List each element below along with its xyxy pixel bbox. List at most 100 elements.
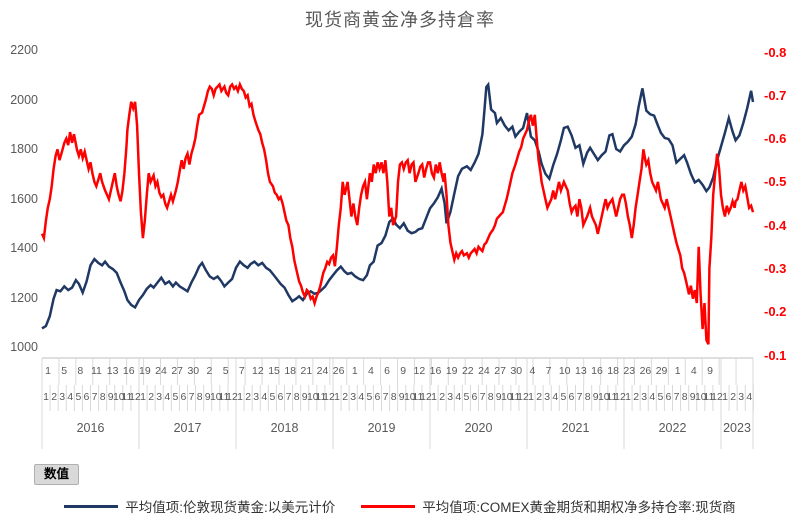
week-label: 4: [690, 365, 697, 377]
month-label: 11: [606, 391, 618, 403]
month-label: 1: [528, 391, 534, 403]
month-label: 9: [495, 391, 502, 403]
legend-item-position-ratio[interactable]: 平均值项:COMEX黄金期货和期权净多持仓率:现货商: [361, 496, 736, 516]
week-label: 22: [461, 365, 474, 377]
week-label: 1: [351, 365, 358, 377]
month-label: 1: [334, 391, 340, 403]
month-label: 4: [746, 391, 753, 403]
month-label: 7: [479, 391, 486, 403]
week-label: 12: [413, 365, 426, 377]
week-label: 7: [545, 365, 552, 377]
week-label: 23: [623, 365, 636, 377]
month-label: 2: [51, 391, 58, 403]
week-label: 11: [90, 365, 102, 377]
month-label: 1: [43, 391, 49, 403]
week-label: 4: [368, 365, 374, 377]
month-label: 12: [517, 391, 529, 403]
month-label: 8: [584, 391, 591, 403]
month-label: 5: [172, 391, 179, 403]
year-label: 2019: [367, 421, 396, 435]
month-label: 2: [633, 391, 640, 403]
month-label: 4: [358, 391, 365, 403]
week-label: 24: [155, 365, 167, 377]
week-label: 26: [332, 365, 345, 377]
year-label: 2018: [270, 421, 299, 435]
week-label: 4: [529, 365, 536, 377]
week-label: 27: [171, 365, 183, 377]
month-label: 3: [738, 391, 745, 403]
year-label: 2020: [464, 421, 493, 435]
month-label: 12: [711, 391, 723, 403]
year-label: 2016: [76, 421, 105, 435]
month-label: 6: [665, 391, 672, 403]
month-label: 11: [315, 391, 327, 403]
month-label: 3: [447, 391, 454, 403]
month-label: 3: [156, 391, 163, 403]
month-label: 3: [253, 391, 260, 403]
right-axis-tick: -0.5: [764, 174, 787, 190]
week-label: 30: [187, 365, 200, 377]
month-label: 2: [342, 391, 349, 403]
month-label: 8: [681, 391, 688, 403]
month-label: 12: [323, 391, 335, 403]
chart-title: 现货商黄金净多持倉率: [305, 10, 495, 30]
month-label: 3: [59, 391, 66, 403]
year-label: 2017: [173, 421, 202, 435]
month-label: 8: [293, 391, 300, 403]
week-label: 24: [316, 365, 329, 377]
position-ratio-line-swatch: [361, 504, 416, 508]
week-label: 13: [106, 365, 119, 377]
week-label: 24: [478, 365, 490, 377]
legend-item-gold-price[interactable]: 平均值项:伦敦现货黄金:以美元计价: [64, 496, 335, 516]
month-label: 6: [568, 391, 575, 403]
month-label: 3: [544, 391, 551, 403]
month-label: 4: [261, 391, 268, 403]
value-field-button[interactable]: 数值: [34, 464, 80, 485]
week-label: 16: [591, 365, 603, 377]
week-label: 2: [206, 365, 213, 377]
month-label: 4: [67, 391, 74, 403]
month-label: 10: [694, 391, 707, 403]
week-label: 10: [558, 365, 571, 377]
month-label: 11: [509, 391, 521, 403]
right-axis-tick: -0.8: [764, 44, 787, 60]
week-label: 8: [77, 365, 84, 377]
left-axis-tick: 1000: [10, 340, 38, 354]
month-label: 9: [204, 391, 211, 403]
month-label: 10: [209, 391, 222, 403]
week-label: 7: [238, 365, 245, 377]
left-axis-tick: 1600: [10, 191, 38, 206]
month-label: 6: [471, 391, 478, 403]
week-label: 1: [45, 365, 51, 377]
week-label: 26: [639, 365, 652, 377]
month-label: 1: [625, 391, 631, 403]
month-label: 8: [390, 391, 397, 403]
week-label: 9: [707, 365, 713, 377]
month-label: 10: [500, 391, 513, 403]
legend-label: 平均值项:COMEX黄金期货和期权净多持仓率:现货商: [422, 500, 736, 515]
month-label: 4: [164, 391, 171, 403]
week-label: 6: [384, 365, 390, 377]
month-label: 6: [180, 391, 187, 403]
left-axis-tick: 1200: [10, 290, 38, 305]
month-label: 11: [121, 391, 133, 403]
legend-label: 平均值项:伦敦现货黄金:以美元计价: [125, 500, 336, 515]
month-label: 7: [576, 391, 583, 403]
month-label: 9: [592, 391, 599, 403]
month-label: 11: [412, 391, 424, 403]
week-label: 16: [429, 365, 442, 377]
month-label: 7: [382, 391, 389, 403]
month-label: 2: [148, 391, 155, 403]
month-label: 12: [129, 391, 141, 403]
month-label: 5: [560, 391, 567, 403]
month-label: 1: [140, 391, 146, 403]
week-label: 21: [300, 365, 313, 377]
legend: 平均值项:伦敦现货黄金:以美元计价 平均值项:COMEX黄金期货和期权净多持仓率…: [0, 496, 800, 516]
month-label: 4: [455, 391, 462, 403]
right-axis-tick: -0.6: [764, 131, 787, 147]
month-label: 11: [218, 391, 230, 403]
right-axis-tick: -0.7: [764, 87, 787, 103]
month-label: 10: [403, 391, 416, 403]
